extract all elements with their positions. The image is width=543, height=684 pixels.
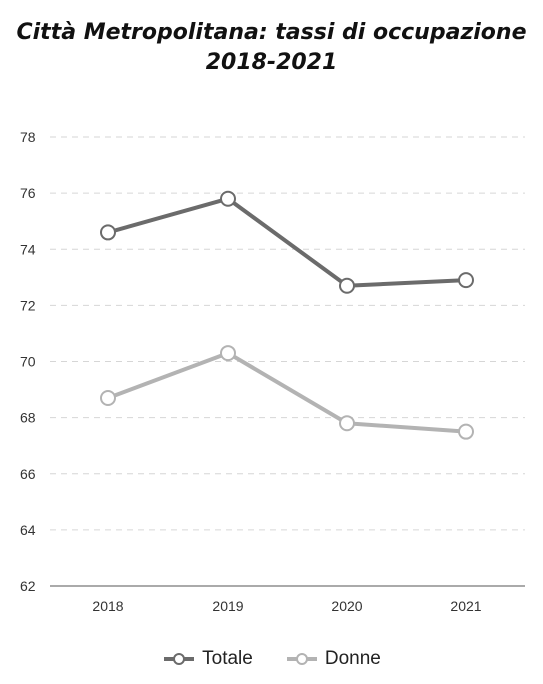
data-point-totale-2018 [100,224,116,241]
data-point-totale-2019 [220,190,236,207]
x-tick-label-2019: 2019 [212,598,243,614]
x-tick-label-2021: 2021 [450,598,481,614]
data-point-totale-2021 [458,272,474,289]
y-tick-label-66: 66 [20,466,36,482]
data-point-donne-2018 [100,389,116,406]
y-tick-label-74: 74 [20,241,36,257]
legend-item-totale[interactable]: Totale [162,648,253,670]
y-tick-label-76: 76 [20,185,36,201]
legend-label-donne: Donne [324,648,381,669]
data-point-donne-2021 [458,423,474,440]
x-tick-label-2018: 2018 [92,598,123,614]
chart-title-line1: Città Metropolitana: tassi di occupazion… [16,20,527,45]
y-tick-label-70: 70 [20,354,36,370]
chart-legend: Totale Donne [0,644,543,674]
y-tick-label-64: 64 [20,522,36,538]
legend-marker-donne [286,653,317,665]
legend-label-totale: Totale [202,648,253,669]
data-point-donne-2020 [339,415,355,432]
chart-title-line2: 2018-2021 [205,50,338,75]
data-point-donne-2019 [220,345,236,362]
y-tick-label-62: 62 [20,578,36,594]
legend-item-donne[interactable]: Donne [285,648,381,670]
data-point-totale-2020 [339,277,355,294]
chart-title: Città Metropolitana: tassi di occupazion… [0,18,543,78]
x-tick-label-2020: 2020 [331,598,362,614]
legend-marker-totale [164,653,195,665]
series-line-totale [107,196,467,288]
y-tick-label-72: 72 [20,297,36,313]
y-tick-label-78: 78 [20,129,36,145]
y-tick-label-68: 68 [20,410,36,426]
line-chart: 62 64 66 68 70 72 74 76 78 2018 2019 2020 2021 [20,129,525,614]
series-line-donne [107,351,467,434]
